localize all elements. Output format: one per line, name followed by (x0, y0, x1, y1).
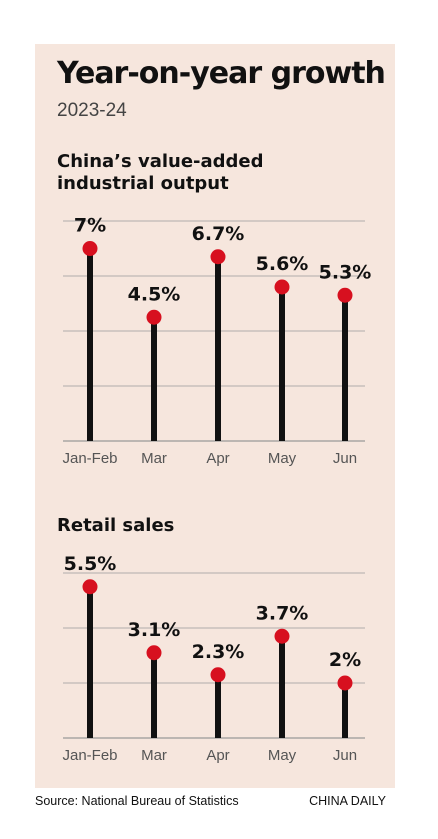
retail-sales-point (274, 628, 290, 644)
page-title: Year-on-year growth (57, 56, 386, 91)
industrial-output-category-label: Mar (141, 450, 167, 467)
industrial-output-point (274, 279, 290, 295)
retail-sales-chart: 5.5% Jan-Feb 3.1% Mar 2.3% Apr 3.7% May 2% Jun (62, 553, 365, 764)
retail-sales-data-label: 3.1% (128, 619, 181, 641)
retail-sales-data-label: 5.5% (64, 553, 117, 575)
retail-sales-data-label: 3.7% (256, 602, 309, 624)
retail-sales-chart-title: Retail sales (57, 515, 174, 537)
publisher-credit: CHINA DAILY (309, 794, 386, 808)
industrial-output-point (82, 241, 98, 256)
industrial-output-chart-title: China’s value-added industrial output (57, 151, 264, 195)
retail-sales-category-label: Apr (206, 747, 229, 764)
industrial-output-category-label: Apr (206, 450, 229, 467)
industrial-output-data-label: 4.5% (128, 283, 181, 305)
industrial-output-point (210, 249, 226, 265)
industrial-output-data-label: 7% (74, 215, 106, 237)
industrial-output-point (337, 287, 353, 303)
retail-sales-point (82, 579, 98, 595)
retail-sales-point (210, 667, 226, 683)
retail-sales-category-label: Mar (141, 747, 167, 764)
retail-sales-title-line-1: Retail sales (57, 515, 175, 536)
retail-sales-data-label: 2.3% (192, 641, 245, 663)
industrial-output-data-label: 6.7% (192, 223, 245, 245)
industrial-output-title-line-2: industrial output (57, 173, 229, 194)
retail-sales-category-label: Jun (333, 747, 357, 764)
page-subtitle: 2023-24 (57, 100, 127, 121)
industrial-output-chart: 7% Jan-Feb 4.5% Mar 6.7% Apr 5.6% May 5.3% Jun (62, 215, 371, 468)
industrial-output-category-label: Jan-Feb (62, 450, 117, 467)
retail-sales-category-label: Jan-Feb (62, 747, 117, 764)
industrial-output-point (146, 309, 162, 325)
retail-sales-point (146, 645, 162, 661)
retail-sales-point (337, 675, 353, 691)
industrial-output-data-label: 5.6% (256, 253, 309, 275)
source-note: Source: National Bureau of Statistics (35, 794, 239, 808)
retail-sales-data-label: 2% (329, 649, 361, 671)
industrial-output-data-label: 5.3% (319, 261, 372, 283)
industrial-output-category-label: May (268, 450, 297, 467)
retail-sales-category-label: May (268, 747, 297, 764)
industrial-output-category-label: Jun (333, 450, 357, 467)
industrial-output-title-line-1: China’s value-added (57, 151, 264, 172)
